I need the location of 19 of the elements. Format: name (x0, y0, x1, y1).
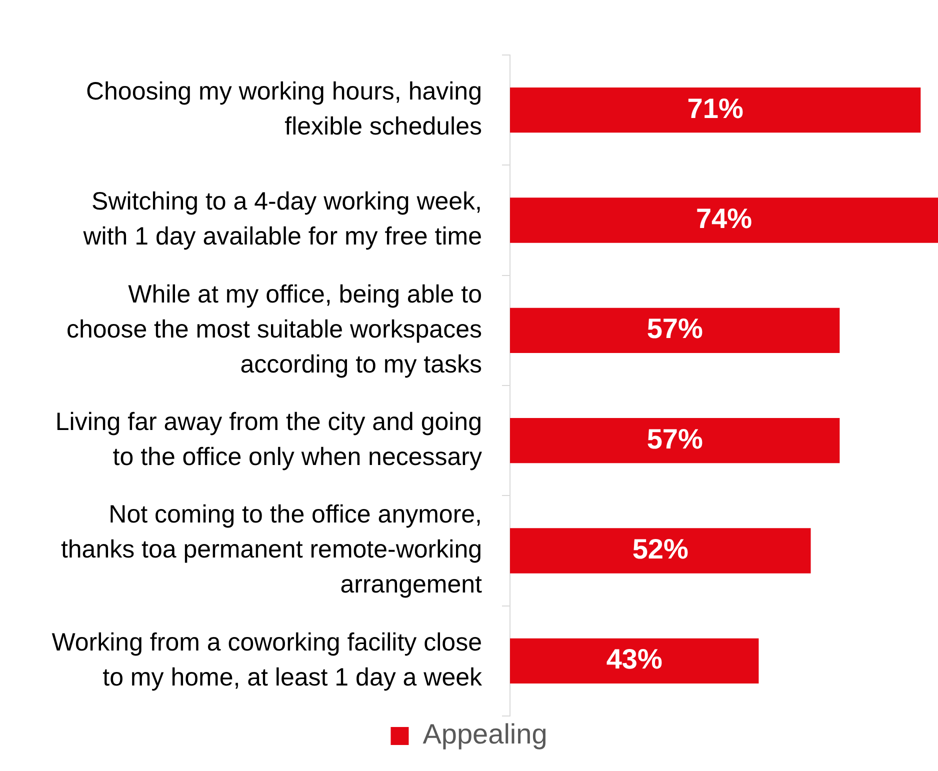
data-label: 71% (687, 92, 744, 124)
data-label: 52% (632, 533, 688, 564)
bar (510, 308, 840, 353)
data-label: 57% (646, 423, 703, 454)
y-tick-label: Choosing my working hours, having flexible schedules (86, 77, 482, 140)
bar (510, 198, 938, 243)
data-label: 74% (696, 202, 752, 234)
y-tick-label: Not coming to the office anymore, thanks toa permanent remote-working arrangement (60, 500, 482, 599)
bar (510, 638, 759, 684)
data-label: 57% (646, 313, 703, 344)
bar (510, 528, 811, 574)
bar (510, 418, 840, 464)
legend-label: Appealing (422, 718, 548, 750)
y-tick-label: While at my office, being able to choose the most suitable workspaces according to my tasks (66, 280, 482, 378)
y-tick-label: Working from a coworking facility close to my home, at least 1 day a week (52, 628, 482, 692)
y-tick-label: Switching to a 4-day working week, with 1 day available for my free time (82, 188, 482, 251)
data-label: 43% (606, 644, 662, 675)
y-tick-label: Living far away from the city and going to the office only when necessary (55, 408, 482, 471)
bar (510, 88, 921, 133)
